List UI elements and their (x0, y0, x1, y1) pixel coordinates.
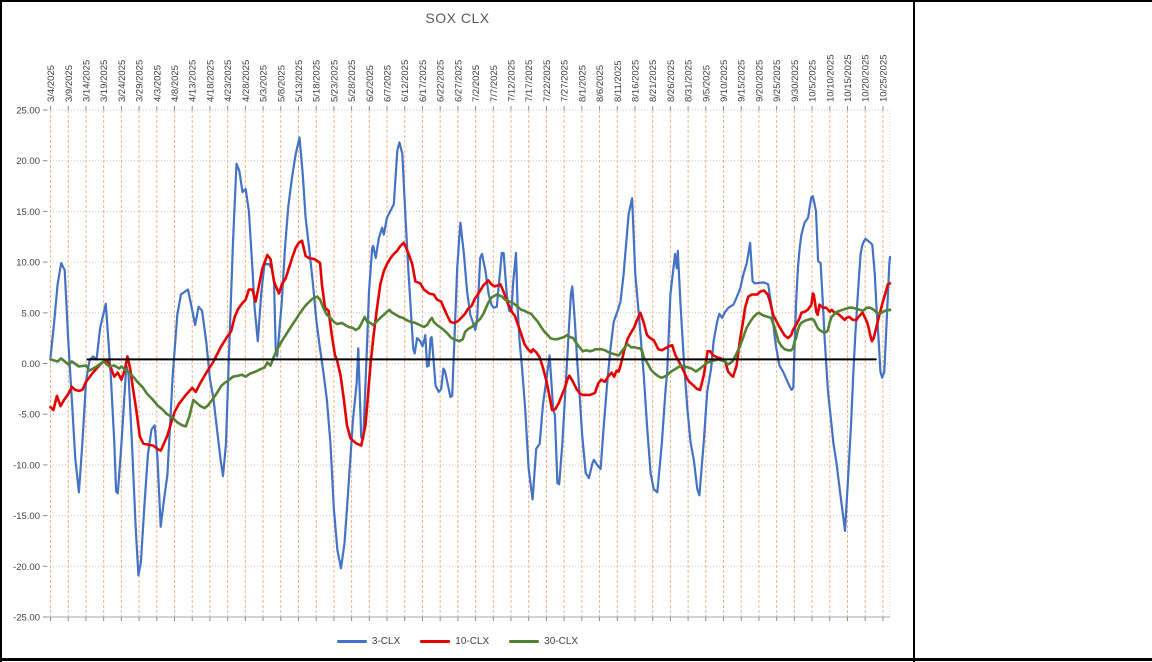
x-axis-labels: 3/4/2025 3/9/2025 3/14/2025 3/19/2025 3/24/2… (46, 54, 889, 102)
window-border-left (0, 0, 2, 662)
x-tick-label: 7/7/2025 (489, 65, 500, 102)
x-tick-label: 5/18/2025 (312, 60, 323, 102)
x-tick-label: 6/7/2025 (383, 65, 394, 102)
x-tick-label: 4/13/2025 (188, 60, 199, 102)
y-tick-label: -5.00 (18, 410, 40, 421)
series-3-CLX (49, 136, 892, 577)
chart-object[interactable]: SOX CLX 25.00 20.00 15.00 10.00 5.00 0.00 -5.0… (2, 2, 913, 658)
x-tick-label: 8/31/2025 (684, 60, 695, 102)
y-tick-label: 10.00 (16, 258, 40, 269)
x-tick-label: 8/26/2025 (666, 60, 677, 102)
x-tick-label: 7/2/2025 (471, 65, 482, 102)
x-tick-label: 6/27/2025 (453, 60, 464, 102)
x-tick-label: 8/6/2025 (595, 65, 606, 102)
x-tick-label: 4/3/2025 (152, 65, 163, 102)
x-tick-label: 5/13/2025 (294, 60, 305, 102)
x-tick-label: 9/30/2025 (790, 60, 801, 102)
x-tick-label: 9/20/2025 (754, 60, 765, 102)
x-tick-label: 8/1/2025 (577, 65, 588, 102)
x-tick-label: 4/28/2025 (241, 60, 252, 102)
legend-item-10-clx[interactable]: 10-CLX (420, 636, 489, 647)
legend-swatch-10-clx (420, 640, 451, 643)
y-tick-label: -10.00 (13, 460, 40, 471)
x-tick-label: 5/8/2025 (276, 65, 287, 102)
x-tick-label: 9/10/2025 (719, 60, 730, 102)
window-border-bottom (0, 658, 1152, 661)
x-tick-label: 4/23/2025 (223, 60, 234, 102)
y-tick-label: 25.00 (16, 106, 40, 117)
series-30-CLX (49, 293, 892, 428)
series-10-CLX (49, 239, 892, 453)
x-tick-label: 10/5/2025 (808, 60, 819, 102)
x-tick-label: 5/3/2025 (259, 65, 270, 102)
legend-item-30-clx[interactable]: 30-CLX (509, 636, 578, 647)
legend-label: 30-CLX (544, 636, 579, 647)
x-tick-label: 6/17/2025 (418, 60, 429, 102)
chart-right-border (913, 0, 915, 662)
y-tick-label: -20.00 (13, 562, 40, 573)
x-tick-label: 6/2/2025 (365, 65, 376, 102)
x-tick-label: 7/27/2025 (560, 60, 571, 102)
x-tick-label: 9/25/2025 (772, 60, 783, 102)
x-tick-label: 3/14/2025 (81, 60, 92, 102)
legend-swatch-3-clx (336, 640, 367, 643)
x-tick-label: 10/20/2025 (861, 54, 872, 102)
y-axis-labels: 25.00 20.00 15.00 10.00 5.00 0.00 -5.00 -10.00 -… (13, 106, 40, 624)
x-tick-label: 5/23/2025 (329, 60, 340, 102)
y-tick-label: -25.00 (13, 613, 40, 624)
plot-area: 25.00 20.00 15.00 10.00 5.00 0.00 -5.00 -10.00 -… (13, 54, 892, 624)
y-tick-label: -15.00 (13, 511, 40, 522)
y-tick-label: 15.00 (16, 207, 40, 218)
x-tick-label: 7/17/2025 (524, 60, 535, 102)
tick-marks (43, 106, 884, 621)
x-tick-label: 3/24/2025 (117, 60, 128, 102)
x-tick-label: 6/22/2025 (436, 60, 447, 102)
y-tick-label: 20.00 (16, 156, 40, 167)
x-tick-label: 3/29/2025 (135, 60, 146, 102)
x-tick-label: 4/18/2025 (205, 60, 216, 102)
y-tick-label: 5.00 (22, 308, 41, 319)
x-tick-label: 9/15/2025 (737, 60, 748, 102)
x-tick-label: 3/9/2025 (64, 65, 75, 102)
x-tick-label: 10/15/2025 (843, 54, 854, 102)
legend-label: 10-CLX (455, 636, 490, 647)
x-tick-label: 8/16/2025 (630, 60, 641, 102)
legend-swatch-30-clx (509, 640, 540, 643)
x-tick-label: 9/5/2025 (701, 65, 712, 102)
x-tick-label: 10/10/2025 (825, 54, 836, 102)
x-tick-label: 6/12/2025 (400, 60, 411, 102)
x-tick-label: 7/22/2025 (542, 60, 553, 102)
x-tick-label: 3/4/2025 (46, 65, 57, 102)
window-border-top (0, 0, 1152, 2)
chart-title: SOX CLX (425, 10, 490, 26)
chart-legend: 3-CLX 10-CLX 30-CLX (2, 636, 913, 647)
vertical-gridlines (50, 110, 884, 617)
x-tick-label: 10/25/2025 (878, 54, 889, 102)
y-tick-label: 0.00 (22, 359, 41, 370)
x-tick-label: 3/19/2025 (99, 60, 110, 102)
x-tick-label: 5/28/2025 (347, 60, 358, 102)
axis-lines (47, 110, 891, 618)
x-tick-label: 8/21/2025 (648, 60, 659, 102)
x-tick-label: 7/12/2025 (507, 60, 518, 102)
x-tick-label: 8/11/2025 (613, 60, 624, 102)
legend-label: 3-CLX (371, 636, 401, 647)
x-tick-label: 4/8/2025 (170, 65, 181, 102)
legend-item-3-clx[interactable]: 3-CLX (336, 636, 401, 647)
